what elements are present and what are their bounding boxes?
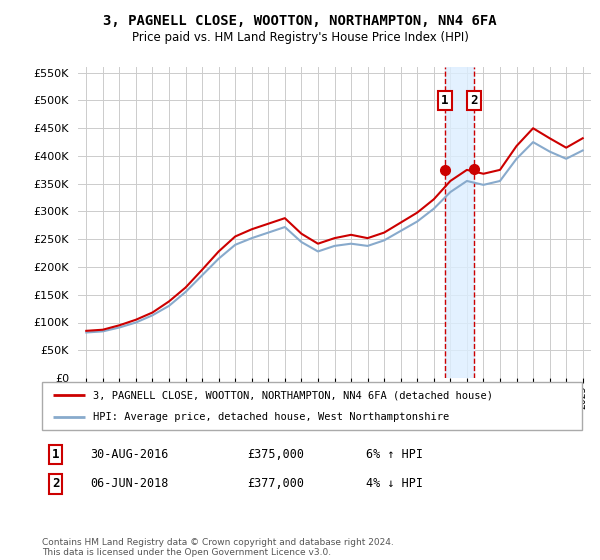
Text: £375,000: £375,000 (247, 448, 304, 461)
Text: 6% ↑ HPI: 6% ↑ HPI (366, 448, 423, 461)
Text: Price paid vs. HM Land Registry's House Price Index (HPI): Price paid vs. HM Land Registry's House … (131, 31, 469, 44)
Text: 4% ↓ HPI: 4% ↓ HPI (366, 477, 423, 491)
Text: Contains HM Land Registry data © Crown copyright and database right 2024.
This d: Contains HM Land Registry data © Crown c… (42, 538, 394, 557)
Text: £377,000: £377,000 (247, 477, 304, 491)
Text: 30-AUG-2016: 30-AUG-2016 (91, 448, 169, 461)
Text: 3, PAGNELL CLOSE, WOOTTON, NORTHAMPTON, NN4 6FA (detached house): 3, PAGNELL CLOSE, WOOTTON, NORTHAMPTON, … (94, 390, 493, 400)
Text: 3, PAGNELL CLOSE, WOOTTON, NORTHAMPTON, NN4 6FA: 3, PAGNELL CLOSE, WOOTTON, NORTHAMPTON, … (103, 14, 497, 28)
Text: 2: 2 (470, 94, 478, 107)
Text: HPI: Average price, detached house, West Northamptonshire: HPI: Average price, detached house, West… (94, 412, 449, 422)
Text: 06-JUN-2018: 06-JUN-2018 (91, 477, 169, 491)
Text: 2: 2 (52, 477, 59, 491)
Text: 1: 1 (52, 448, 59, 461)
FancyBboxPatch shape (42, 382, 582, 430)
Bar (445, 67, 474, 378)
Text: 1: 1 (441, 94, 449, 107)
